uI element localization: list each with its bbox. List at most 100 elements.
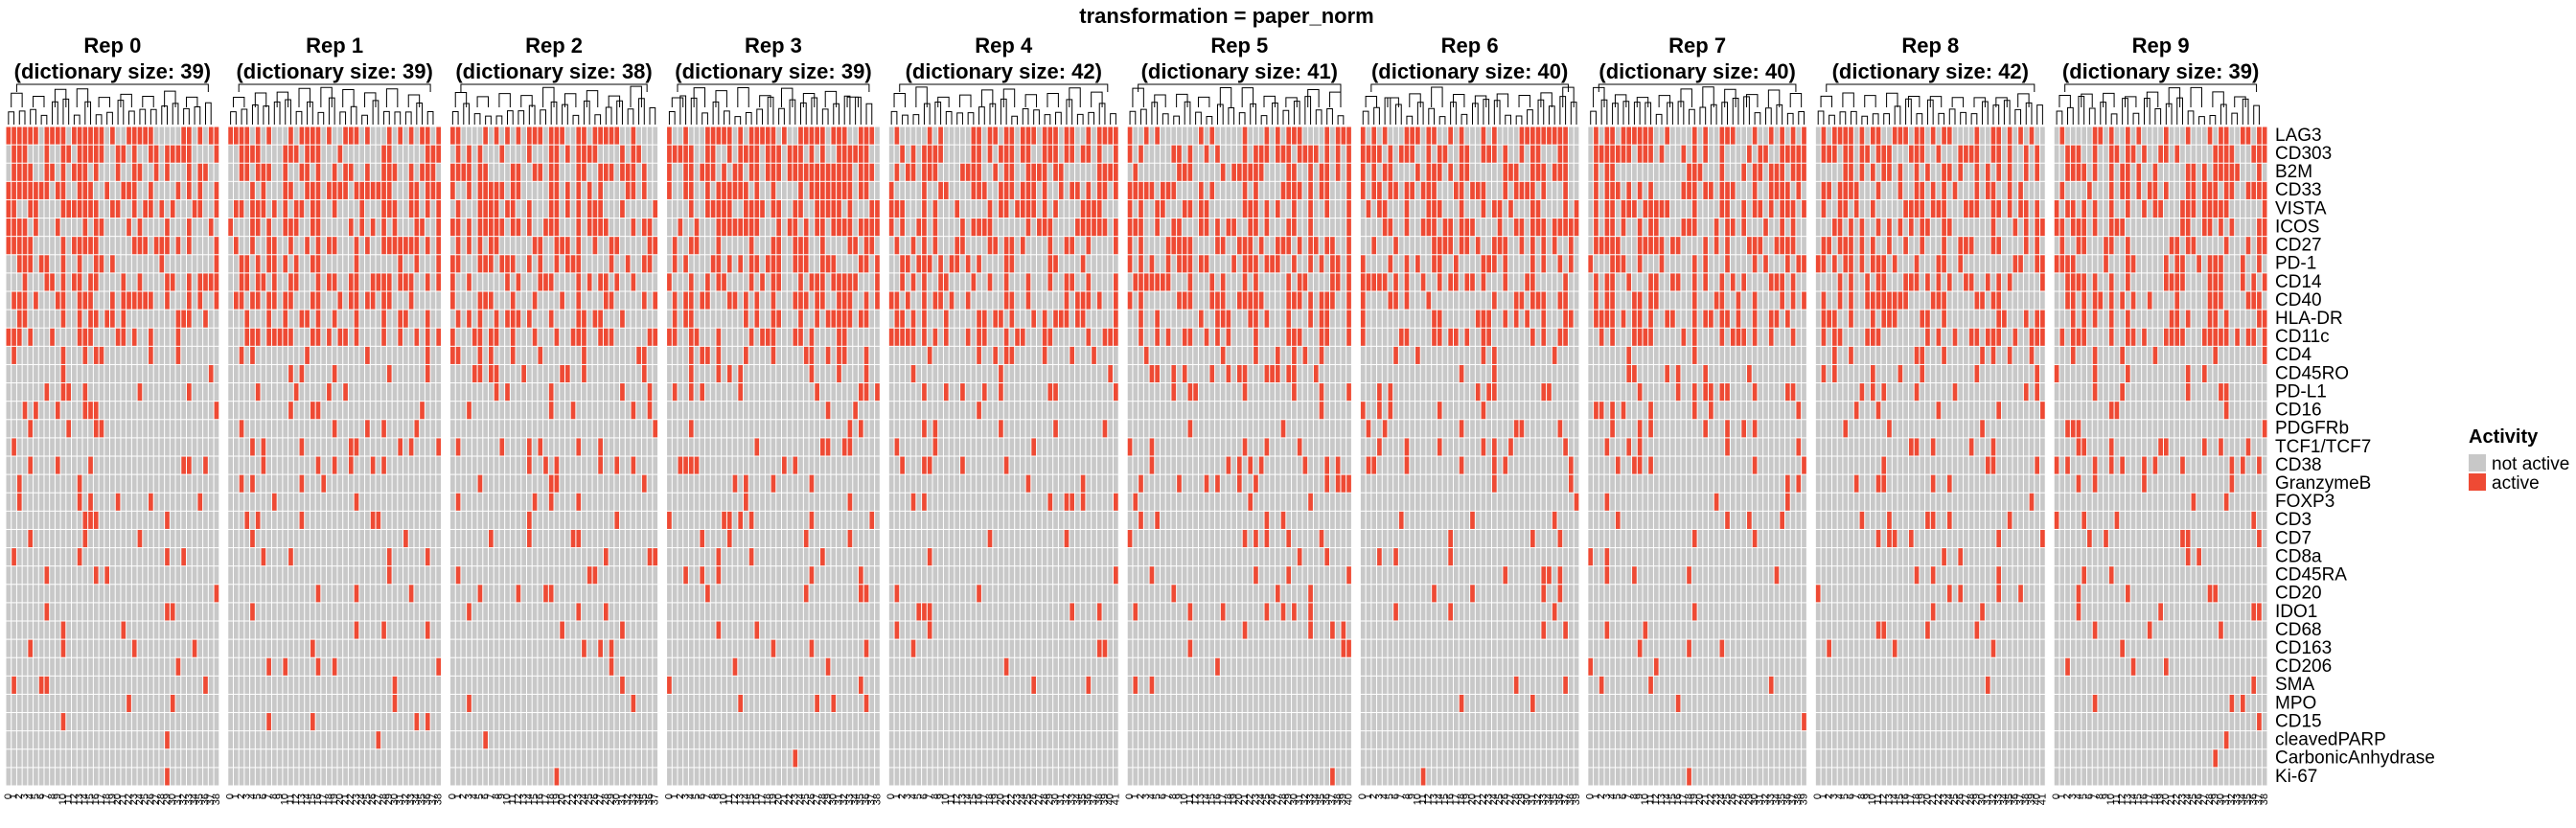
heatmap-cell — [499, 585, 505, 603]
heatmap-cell — [22, 493, 28, 511]
heatmap-cell — [170, 255, 175, 273]
heatmap-cell — [38, 639, 44, 657]
heatmap-cell — [782, 181, 787, 199]
heatmap-cell — [88, 529, 93, 548]
heatmap-cell — [214, 218, 219, 237]
heatmap-cell — [82, 474, 88, 493]
heatmap-cell — [620, 474, 625, 493]
heatmap-cell — [770, 383, 776, 402]
heatmap-cell — [50, 713, 55, 731]
heatmap-cell — [489, 694, 494, 713]
heatmap-cell — [489, 749, 494, 768]
heatmap-cell — [293, 420, 299, 438]
heatmap-cell — [564, 548, 570, 566]
heatmap-cell — [121, 456, 126, 474]
heatmap-cell — [815, 383, 819, 402]
heatmap-cell — [620, 402, 625, 420]
heatmap-cell — [576, 126, 582, 145]
heatmap-cell — [564, 438, 570, 456]
column-label: 2 — [13, 794, 25, 799]
heatmap-cell — [66, 493, 72, 511]
heatmap-cell — [143, 181, 148, 199]
heatmap-cell — [398, 713, 403, 731]
heatmap-cell — [192, 603, 197, 621]
heatmap-cell — [93, 402, 99, 420]
heatmap-cell — [38, 456, 44, 474]
heatmap-cell — [516, 548, 521, 566]
heatmap-cell — [609, 163, 614, 181]
heatmap-cell — [34, 768, 38, 786]
heatmap-cell — [255, 273, 261, 291]
heatmap-cell — [38, 346, 44, 364]
heatmap-cell — [825, 163, 831, 181]
heatmap-cell — [99, 438, 104, 456]
heatmap-cell — [631, 199, 636, 218]
heatmap-cell — [560, 548, 564, 566]
heatmap-cell — [620, 731, 625, 749]
heatmap-cell — [137, 181, 143, 199]
heatmap-cell — [288, 163, 293, 181]
heatmap-cell — [543, 383, 548, 402]
heatmap-cell — [455, 603, 461, 621]
heatmap-cell — [455, 456, 461, 474]
heatmap-cell — [343, 639, 348, 657]
heatmap-cell — [614, 639, 620, 657]
heatmap-cell — [461, 529, 467, 548]
heatmap-cell — [678, 402, 683, 420]
heatmap-cell — [636, 199, 641, 218]
column-label: 18 — [545, 794, 557, 805]
heatmap-cell — [425, 346, 430, 364]
heatmap-cell — [455, 768, 461, 786]
heatmap-cell — [560, 713, 564, 731]
heatmap-cell — [203, 237, 208, 255]
heatmap-cell — [847, 291, 853, 310]
heatmap-cell — [60, 163, 66, 181]
heatmap-cell — [483, 713, 488, 731]
heatmap-cell — [510, 456, 516, 474]
heatmap-cell — [261, 694, 266, 713]
heatmap-cell — [214, 548, 219, 566]
column-label: 14 — [523, 794, 535, 805]
heatmap-cell — [875, 237, 880, 255]
heatmap-cell — [283, 585, 288, 603]
heatmap-cell — [359, 420, 365, 438]
heatmap-cell — [403, 456, 408, 474]
heatmap-cell — [653, 145, 658, 163]
heatmap-cell — [131, 548, 137, 566]
heatmap-cell — [255, 566, 261, 585]
heatmap-cell — [233, 713, 239, 731]
heatmap-cell — [126, 713, 131, 731]
heatmap-cell — [66, 273, 72, 291]
heatmap-cell — [244, 657, 250, 676]
heatmap-cell — [858, 364, 863, 383]
heatmap-cell — [99, 364, 104, 383]
heatmap-cell — [22, 676, 28, 694]
heatmap-cell — [653, 237, 658, 255]
heatmap-cell — [143, 402, 148, 420]
heatmap-cell — [321, 402, 327, 420]
heatmap-cell — [543, 346, 548, 364]
heatmap-cell — [516, 237, 521, 255]
heatmap-cell — [239, 548, 244, 566]
heatmap-cell — [72, 768, 77, 786]
heatmap-cell — [614, 548, 620, 566]
heatmap-cell — [653, 420, 658, 438]
heatmap-cell — [153, 529, 159, 548]
heatmap-cell — [299, 566, 305, 585]
heatmap-cell — [365, 548, 370, 566]
heatmap-cell — [614, 273, 620, 291]
heatmap-cell — [376, 420, 381, 438]
heatmap-cell — [710, 328, 716, 346]
heatmap-cell — [77, 255, 82, 273]
heatmap-cell — [192, 218, 197, 237]
heatmap-cell — [293, 218, 299, 237]
heatmap-cell — [420, 713, 425, 731]
heatmap-cell — [461, 310, 467, 328]
heatmap-cell — [255, 603, 261, 621]
heatmap-cell — [688, 237, 694, 255]
heatmap-cell — [244, 181, 250, 199]
heatmap-cell — [305, 163, 310, 181]
heatmap-cell — [343, 529, 348, 548]
heatmap-cell — [131, 657, 137, 676]
heatmap-cell — [126, 237, 131, 255]
